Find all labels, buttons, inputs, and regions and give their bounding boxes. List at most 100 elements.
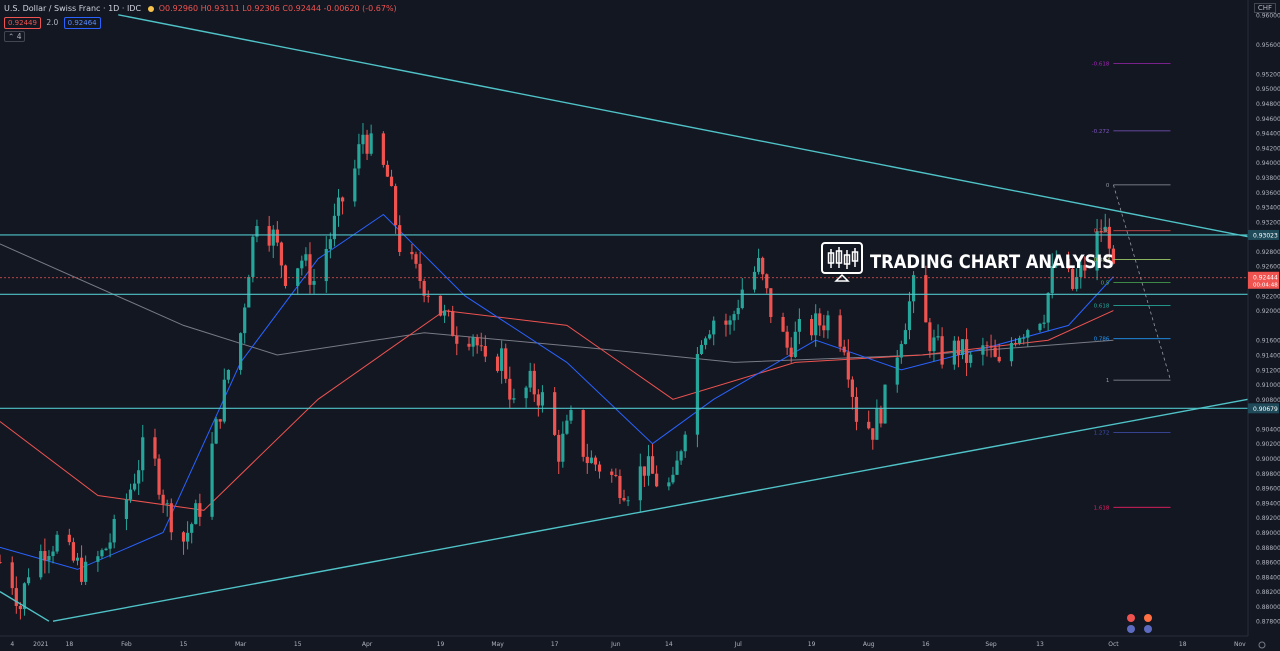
candle-body (561, 433, 565, 462)
price-tick-label: 0.89000 (1256, 530, 1280, 537)
candle-body (312, 281, 316, 285)
candle-body (789, 347, 793, 357)
time-tick-label: 14 (665, 641, 673, 648)
fib-level-label: 0.5 (1101, 281, 1110, 287)
price-tick-label: 0.90200 (1256, 441, 1280, 448)
candle-body (867, 421, 871, 429)
price-tick-label: 0.94400 (1256, 131, 1280, 138)
candle-body (369, 133, 373, 154)
price-tick-label: 0.91600 (1256, 338, 1280, 345)
candle-body (728, 320, 732, 325)
candle-body (1013, 342, 1018, 344)
countdown-label: 00:04:48 (1253, 282, 1278, 288)
candle-body (581, 410, 585, 457)
candle-body (304, 254, 308, 261)
time-tick-label: May (491, 641, 504, 648)
candle-body (1107, 226, 1111, 249)
candle-body (814, 313, 818, 336)
price-tick-label: 0.94200 (1256, 145, 1280, 152)
time-axis[interactable]: 4 2021 18 Feb 15 Mar 15 Apr 19 May 17 Jun 14 Jul 19 Aug… (0, 635, 1266, 649)
candle-body (838, 315, 842, 347)
candle-body (956, 340, 961, 355)
candle-body (104, 548, 108, 551)
candle-body (251, 236, 255, 277)
level-price-tag (1248, 229, 1279, 240)
ma2-value: 0.92464 (63, 17, 101, 29)
candle-body (911, 275, 916, 302)
fib-level-label: -0.618 (1092, 62, 1110, 68)
price-tick-label: 0.88800 (1256, 545, 1280, 552)
candle-body (524, 387, 528, 399)
candle-body (283, 265, 288, 286)
price-tick-label: 0.93600 (1256, 190, 1280, 197)
trendline (0, 591, 50, 622)
event-icons[interactable] (1127, 614, 1152, 633)
current-price-label: 0.92444 (1253, 274, 1278, 281)
candle-body (475, 337, 479, 346)
candle-body (165, 503, 169, 505)
candle-body (18, 605, 22, 610)
candle-body (642, 466, 646, 476)
candle-body (479, 345, 483, 347)
price-tick-label: 0.89600 (1256, 486, 1280, 493)
price-tick-label: 0.95000 (1256, 86, 1280, 93)
time-tick-label: 18 (1179, 641, 1187, 648)
candle-body (247, 276, 251, 308)
candle-body (883, 384, 887, 424)
candle-body (875, 408, 879, 440)
candle-body (43, 551, 47, 561)
candle-body (198, 503, 202, 517)
candle-body (296, 268, 300, 286)
candle-body (1099, 231, 1103, 233)
candle-body (593, 457, 598, 465)
candle-body (71, 542, 76, 561)
candle-body (214, 419, 218, 444)
candle-body (895, 357, 899, 385)
candle-body (324, 248, 328, 282)
candle-body (732, 314, 736, 321)
candle-body (22, 583, 27, 610)
candle-body (389, 176, 394, 187)
symbol-title[interactable]: U.S. Dollar / Swiss Franc · 1D · IDC (4, 4, 142, 13)
fib-level-label: 0.618 (1094, 303, 1110, 309)
candle-body (414, 254, 418, 264)
candle-body (993, 347, 997, 357)
market-status-icon (147, 5, 154, 12)
candle-body (361, 134, 365, 145)
candle-body (275, 229, 279, 243)
candle-body (504, 348, 508, 379)
fibonacci-retracement[interactable]: -0.618 -0.272 0 0.236 0.382 0.5 0.618 0.786 1 1.2… (1092, 62, 1171, 512)
candle-body (128, 489, 133, 500)
candle-body (846, 352, 850, 380)
candle-body (528, 370, 532, 388)
price-tick-label: 0.96000 (1256, 12, 1280, 19)
candle-body (141, 437, 145, 471)
currency-label[interactable]: CHF (1253, 3, 1276, 13)
time-tick-label: 16 (922, 641, 930, 648)
candle-body (1079, 265, 1083, 277)
candle-body (153, 437, 157, 459)
price-tick-label: 0.91400 (1256, 352, 1280, 359)
price-axis[interactable]: 0.96000 0.95600 0.95200 0.95000 0.94800 0.946… (1247, 0, 1280, 651)
candle-body (793, 331, 797, 357)
candle-body (308, 254, 312, 285)
candle-body (271, 229, 275, 246)
candle-body (226, 369, 230, 380)
indicator-collapse[interactable]: ⌃ 4 (4, 31, 26, 42)
price-tick-label: 0.95200 (1256, 71, 1280, 78)
time-tick-label: Nov (1234, 641, 1246, 648)
flag-event-icon (1144, 625, 1152, 633)
candle-body (75, 557, 80, 561)
candle-body (47, 556, 51, 561)
candle-body (695, 354, 700, 435)
indicator-legend: 0.92449 2.0 0.92464 (4, 17, 104, 29)
level-price-label: 0.93023 (1253, 232, 1278, 239)
candle-body (222, 379, 226, 422)
candle-body (818, 313, 822, 326)
candle-body (267, 226, 271, 246)
price-tick-label: 0.94000 (1256, 160, 1280, 167)
candle-body (871, 428, 875, 440)
fib-trend-line (1113, 184, 1171, 381)
candle-body (181, 532, 186, 542)
